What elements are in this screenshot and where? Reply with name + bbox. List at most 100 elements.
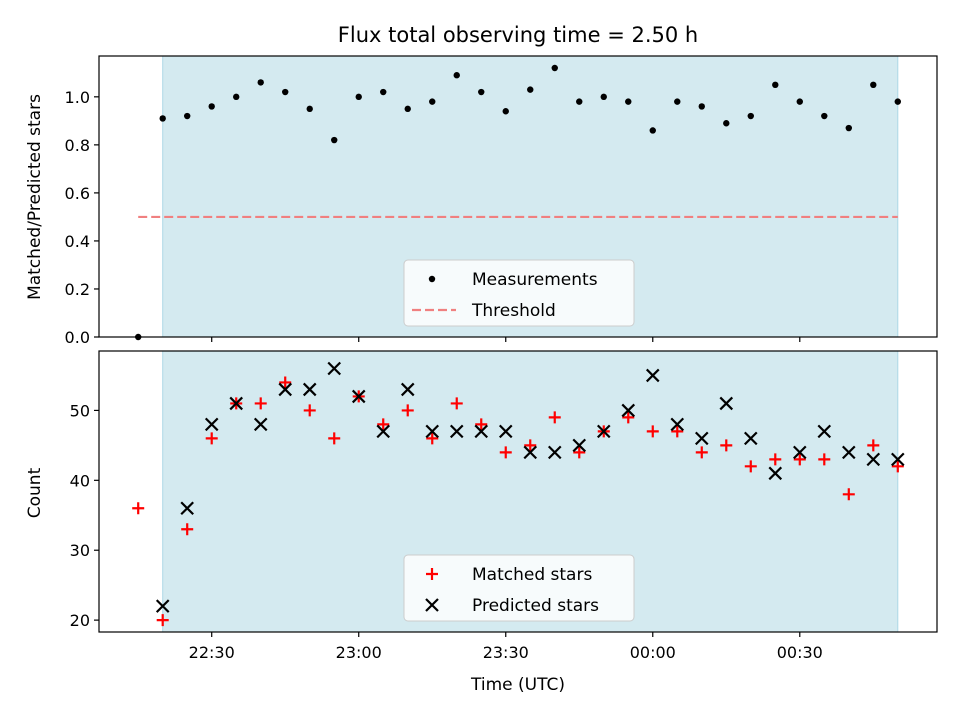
predicted-stars-point [744, 431, 758, 446]
predicted-stars-point [253, 417, 268, 432]
measurement-point [649, 127, 656, 134]
matched-stars-point [573, 446, 586, 459]
measurement-point [698, 103, 705, 110]
measurement-point [380, 88, 387, 96]
matched-stars-point [401, 404, 414, 417]
matched-stars-point [622, 411, 635, 424]
matched-stars-point [303, 404, 316, 417]
matched-stars-point [769, 453, 782, 466]
matched-stars-point [499, 446, 512, 459]
predicted-stars-point [302, 382, 317, 397]
measurement-point [355, 93, 362, 101]
predicted-stars-point [351, 389, 366, 404]
legend-box [403, 554, 635, 622]
y-tick-label: 0.2 [65, 280, 90, 299]
predicted-stars-point [498, 424, 513, 439]
measurement-point [845, 124, 852, 132]
measurement-point [208, 103, 215, 110]
measurement-point [429, 98, 436, 105]
matched-stars-point [132, 502, 145, 515]
measurement-point [257, 79, 264, 86]
measurement-point [282, 88, 289, 96]
matched-stars-point [720, 439, 733, 452]
matched-stars-point [793, 453, 806, 466]
predicted-stars-point [425, 424, 440, 439]
matched-stars-point [744, 460, 757, 473]
matched-stars-point [891, 460, 904, 473]
measurement-point [747, 112, 754, 120]
x-tick-label: 00:00 [630, 643, 676, 662]
top-y-axis-label: Matched/Predicted stars [25, 94, 45, 300]
y-tick-label: 0.0 [65, 328, 90, 347]
predicted-stars-point [376, 424, 391, 439]
matched-stars-point [524, 439, 537, 452]
matched-stars-point [328, 432, 341, 445]
axes-frame [98, 55, 938, 338]
predicted-stars-point [400, 382, 415, 397]
predicted-stars-point [327, 361, 342, 376]
matched-stars-point [426, 432, 439, 445]
predicted-stars-point [204, 417, 219, 432]
measurement-point [331, 136, 338, 144]
legend-label: Measurements [472, 270, 598, 290]
y-tick-label: 20 [70, 611, 90, 630]
matched-stars-point [450, 397, 463, 410]
measurement-point [625, 98, 632, 105]
matched-stars-point [254, 397, 267, 410]
matched-stars-point [156, 614, 169, 627]
predicted-stars-point [793, 445, 807, 460]
measurement-point [821, 112, 828, 120]
predicted-stars-point [474, 424, 489, 439]
measurement-point [870, 81, 877, 89]
matched-stars-point [377, 418, 390, 431]
x-axis-label: Time (UTC) [470, 675, 565, 695]
measurement-point [404, 105, 411, 113]
legend-marker-x [425, 598, 439, 612]
predicted-stars-point [670, 417, 685, 432]
predicted-stars-point [891, 452, 905, 467]
measurement-point [796, 98, 803, 105]
measurement-point [674, 98, 681, 105]
legend-marker-dot [428, 275, 436, 283]
measurement-point [306, 105, 313, 113]
measurement-point [894, 98, 901, 105]
chart-title: Flux total observing time = 2.50 h [338, 23, 698, 47]
measurement-point [502, 108, 509, 115]
matched-stars-point [867, 439, 880, 452]
legend-label: Threshold [471, 301, 556, 321]
top-panel: 0.0 0.2 0.4 0.6 0.8 1.0 Measurements Threshold [65, 55, 938, 347]
predicted-stars-point [155, 599, 170, 613]
y-tick-label: 50 [70, 401, 90, 420]
matched-stars-point [475, 418, 488, 431]
predicted-stars-point [817, 424, 832, 439]
matched-stars-point [842, 488, 855, 501]
measurement-point [551, 64, 558, 72]
y-tick-label: 40 [70, 471, 90, 490]
measurement-point [772, 81, 779, 89]
y-tick-label: 0.6 [65, 184, 90, 203]
predicted-stars-point [694, 431, 709, 446]
axes-frame [98, 350, 938, 633]
matched-stars-point [695, 446, 708, 459]
legend: Matched stars Predicted stars [403, 554, 635, 622]
legend-box [403, 259, 635, 327]
predicted-stars-point [523, 445, 538, 460]
legend: Measurements Threshold [403, 259, 635, 327]
predicted-stars-point [866, 452, 881, 467]
y-tick-label: 0.8 [65, 136, 90, 155]
predicted-stars-point [621, 403, 636, 418]
predicted-stars-point [180, 501, 194, 516]
x-tick-label: 00:30 [777, 643, 823, 662]
legend-marker-plus [426, 568, 438, 580]
matched-stars-point [818, 453, 831, 466]
predicted-stars-point [842, 445, 856, 460]
measurement-point [159, 115, 166, 122]
predicted-stars-point [768, 466, 783, 481]
legend-label: Matched stars [472, 565, 592, 585]
measurement-point [453, 72, 460, 79]
y-tick-label: 1.0 [65, 88, 90, 107]
y-tick-label: 0.4 [65, 232, 90, 251]
predicted-stars-point [596, 424, 611, 439]
matched-stars-point [646, 425, 659, 438]
